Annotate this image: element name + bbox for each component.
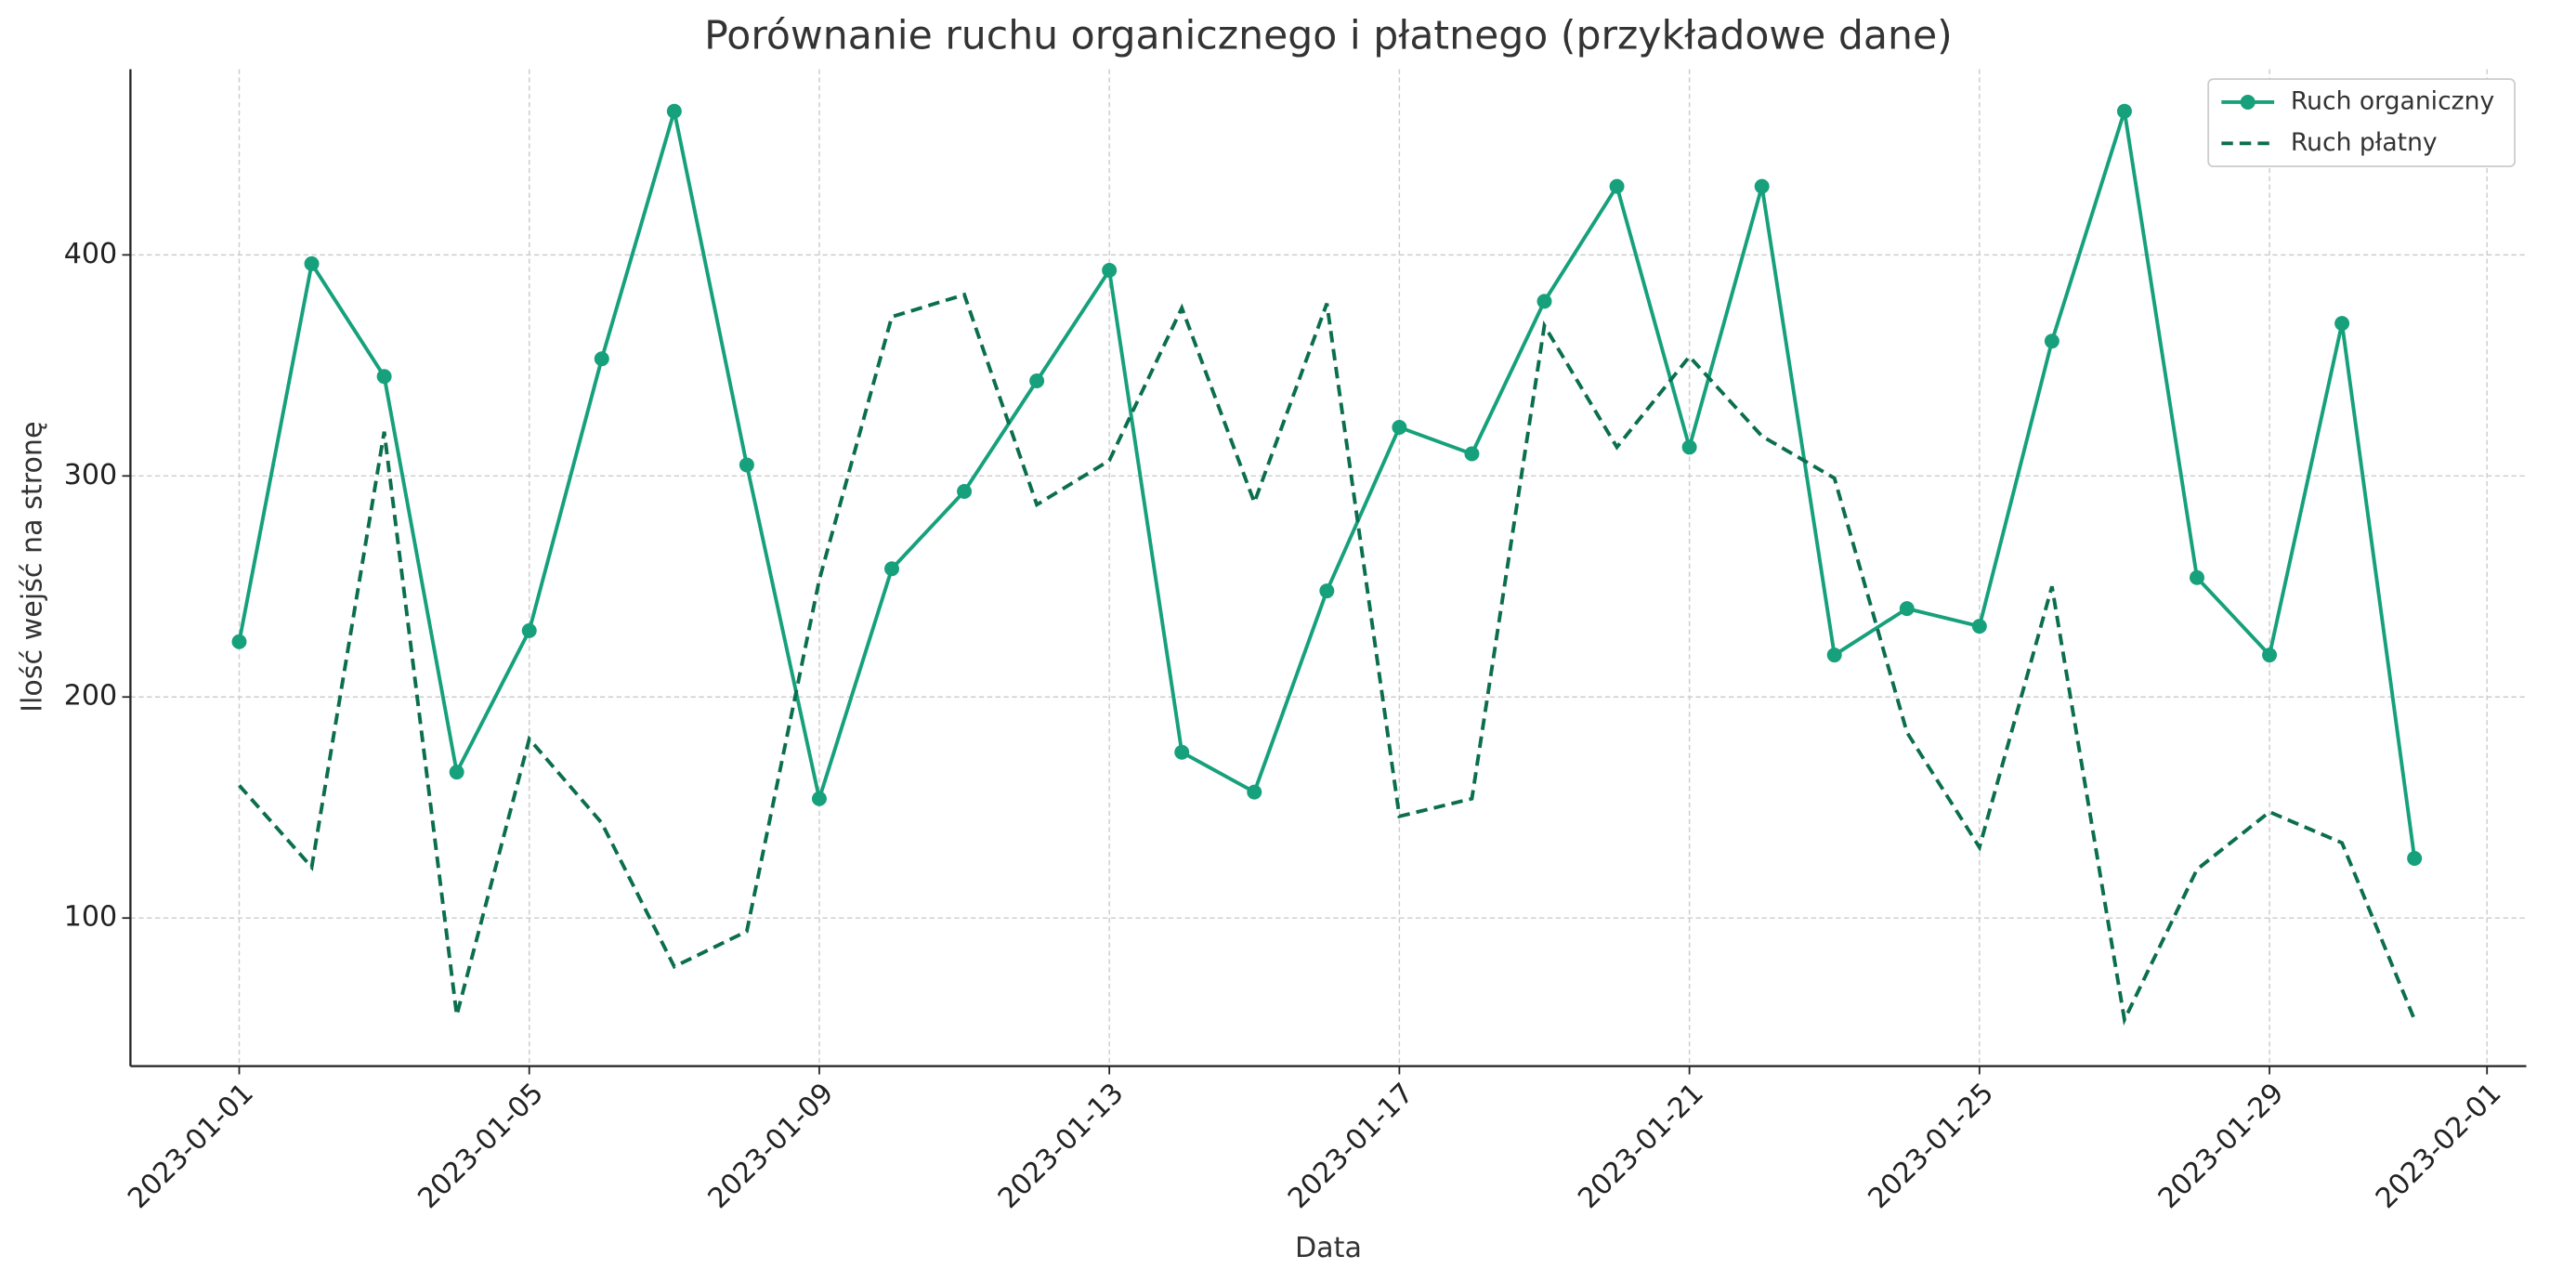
legend-label: Ruch płatny [2291,128,2438,157]
data-point [231,634,247,649]
data-point [1102,263,1118,279]
data-point [811,791,827,806]
x-tick-label: 2023-01-01 [122,1077,260,1215]
series-line [238,292,2416,1027]
y-tick-label: 300 [64,459,118,491]
data-point [1029,373,1045,388]
data-point [1971,619,1987,634]
data-point [1899,601,1915,617]
x-tick-label: 2023-01-21 [1572,1077,1710,1215]
data-point [521,622,537,638]
data-point [884,561,899,577]
data-point [1681,439,1697,455]
legend-marker [2240,94,2256,110]
data-point [376,369,392,385]
data-point [449,765,464,780]
legend-label: Ruch organiczny [2291,86,2494,115]
data-point [2116,103,2132,119]
x-tick-label: 2023-01-13 [992,1077,1131,1215]
data-point [1392,419,1407,435]
y-tick-label: 100 [64,901,118,934]
data-point [1464,446,1480,462]
x-tick-label: 2023-01-25 [1863,1077,2001,1215]
data-point [2262,648,2278,663]
legend: Ruch organiczny Ruch płatny [2207,78,2516,168]
data-point [2190,569,2204,585]
data-point [1319,583,1335,599]
data-point [2044,334,2059,349]
x-tick-label: 2023-01-09 [702,1077,841,1215]
x-tick-label: 2023-01-05 [412,1077,550,1215]
x-tick-label: 2023-01-29 [2152,1077,2291,1215]
x-axis-label: Data [1295,1232,1362,1264]
data-point [594,351,609,367]
data-point [1609,178,1625,194]
data-point [1536,294,1552,309]
data-point [1247,784,1262,800]
data-point [2334,316,2350,332]
data-point [2407,850,2423,866]
chart-title: Porównanie ruchu organicznego i płatnego… [704,12,1953,59]
y-axis-label: Ilość wejść na stronę [16,421,48,712]
data-point [1826,648,1842,663]
data-point [1754,178,1770,194]
data-point [304,255,320,271]
y-tick-label: 200 [64,680,118,713]
data-point [666,103,682,119]
series-line [237,111,2417,859]
x-tick-label: 2023-02-01 [2370,1077,2508,1215]
legend-box [2207,78,2516,168]
data-point [1174,744,1190,760]
x-tick-label: 2023-01-17 [1282,1077,1420,1215]
y-tick-label: 400 [64,238,118,270]
data-point [957,483,973,499]
data-point [739,457,754,473]
